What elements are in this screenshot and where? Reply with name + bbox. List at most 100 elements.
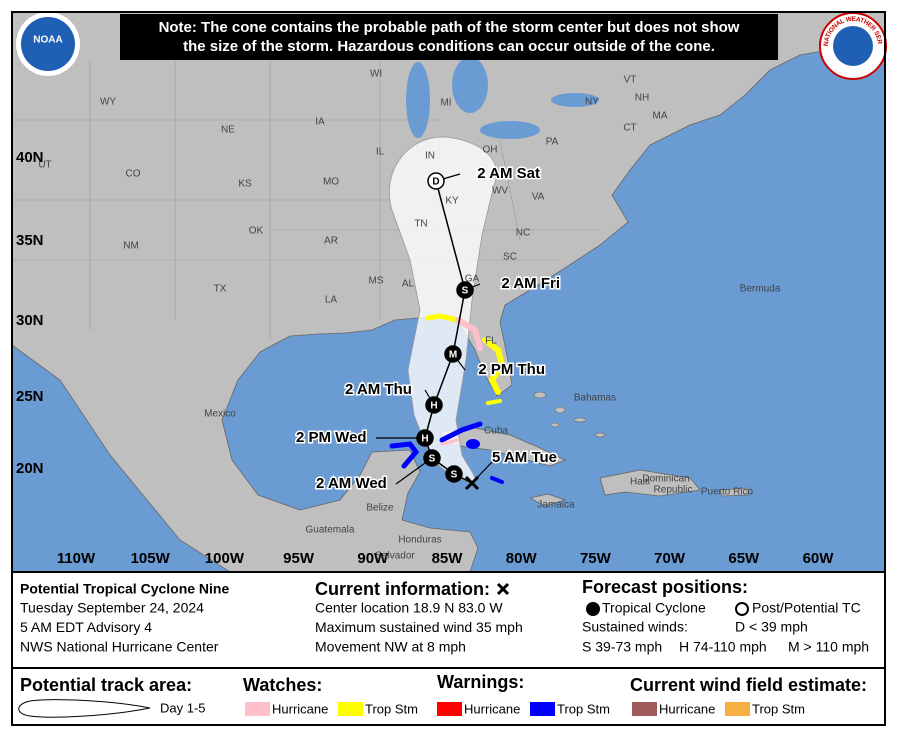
bahamas [533,391,606,438]
longitude-label: 70W [654,550,686,567]
legend-item: Trop Stm [752,701,805,716]
note-box [120,14,778,60]
noaa-logo-inner [21,17,75,71]
region-label: AR [324,236,338,247]
forecast-symbol: M [449,350,457,361]
current-x-symbol [496,582,510,596]
region-label: Cuba [484,426,508,437]
region-label: IA [315,117,325,128]
cone-icon [18,699,151,718]
forecast-time-label: 2 PM Thu [478,361,545,378]
region-label: Guatemala [306,525,355,536]
region-label: GA [465,274,480,285]
region-label: Mexico [204,409,236,420]
note-line: Note: The cone contains the probable pat… [159,19,740,36]
legend-swatch [245,702,270,716]
region-label: NH [635,93,649,104]
region-label: Republic [654,485,693,496]
legend-heading: Watches: [243,675,322,695]
forecast-time-label: 2 PM Wed [296,429,367,446]
frame [11,11,886,726]
region-label: TX [214,284,227,295]
latitude-label: 40N [16,149,44,166]
forecast-key: Post/Potential TC [752,600,861,616]
forecast-point [425,396,443,414]
track: 2 AM Sat D 2 AM Fri S 2 PM Thu M 2 AM Thu H 2 PM… [295,163,562,493]
current-position [464,475,480,491]
legend-swatch [338,702,363,716]
post-tc-symbol [735,602,749,616]
note-line: the size of the storm. Hazardous conditi… [183,38,715,55]
region-label: KY [445,196,459,207]
region-label: SC [503,252,517,263]
legend-swatch [437,702,462,716]
forecast-symbol: S [429,454,436,465]
region-label: FL [485,336,497,347]
legend-heading: Current wind field estimate: [630,675,867,695]
region-label: Salvador [375,551,415,562]
longitude-label: 85W [432,550,464,567]
puerto-rico [719,487,749,497]
region-label: VT [624,75,637,86]
info-line: 5 AM EDT Advisory 4 [20,619,152,635]
region-label: KS [238,179,252,190]
region-label: CT [623,123,636,134]
longitude-label: 60W [803,550,835,567]
latitude-label: 20N [16,460,44,477]
forecast-key: D < 39 mph [735,619,808,635]
forecast-symbol: S [462,286,469,297]
tc-symbol [586,602,600,616]
region-label: MS [369,276,384,287]
region-label: CO [126,169,141,180]
forecast-point [427,172,445,190]
region-label: Bermuda [740,284,781,295]
forecast-point [423,449,441,467]
region-label: PA [546,137,559,148]
legend-swatch [530,702,555,716]
region-label: Puerto Rico [701,487,754,498]
forecast-time-label: 2 AM Fri [501,275,560,292]
forecast-symbol: H [430,401,437,412]
lake-michigan [406,62,430,138]
longitude-label: 65W [728,550,760,567]
longitude-label: 110W [57,550,96,567]
forecast-time-label: 2 AM Wed [316,475,387,492]
forecast-key: Sustained winds: [582,619,688,635]
info-panel: Potential Tropical Cyclone Nine Tuesday S… [18,577,869,718]
region-label: OH [483,145,498,156]
region-label: MA [653,111,668,122]
legend-heading: Warnings: [437,672,524,692]
longitude-label: 105W [131,550,171,567]
info-line: Tuesday September 24, 2024 [20,600,204,616]
region-label: Belize [366,503,394,514]
region-label: IL [376,147,385,158]
region-label: TN [414,219,427,230]
latitude-label: 30N [16,312,44,329]
legend-item: Trop Stm [365,701,418,716]
longitude-label: 90W [357,550,389,567]
jamaica [528,493,567,507]
region-label: MI [440,98,451,109]
region-label: UT [38,160,51,171]
current-heading: Current information: [315,579,490,599]
map: 40N 35N 30N 25N 20N 110W 105W 100W 95W 90W 85W 80W 7… [0,0,887,573]
noaa-logo-text: NOAA [33,35,62,46]
forecast-symbol: S [451,470,458,481]
forecast-key: Tropical Cyclone [602,600,706,616]
watches-warnings [389,313,506,484]
longitude-label: 95W [283,550,315,567]
region-label: AL [402,279,415,290]
forecast-key: M > 110 mph [788,639,869,655]
forecast-point [445,465,463,483]
current-line: Maximum sustained wind 35 mph [315,619,523,635]
forecast-key: H 74-110 mph [679,639,767,655]
region-label: Dominican [642,474,689,485]
region-label: LA [325,295,338,306]
legend-item: Hurricane [464,701,520,716]
legend-heading: Potential track area: [20,675,192,695]
forecast-time-label: 2 AM Thu [345,381,412,398]
region-label: WY [100,97,116,108]
forecast-time-label: 2 AM Sat [477,165,540,182]
lake-ontario [551,93,599,107]
